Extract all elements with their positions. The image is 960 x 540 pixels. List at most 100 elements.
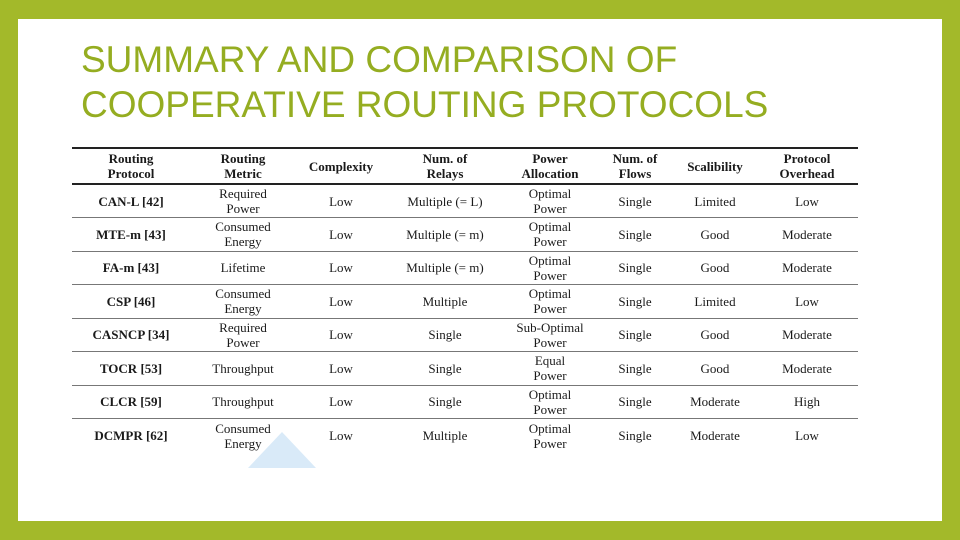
table-cell: Multiple (= m) — [386, 218, 504, 252]
table-cell: Multiple (= L) — [386, 184, 504, 218]
table-cell: Low — [296, 318, 386, 352]
cell-line: Multiple — [422, 293, 468, 309]
cell-line: Single — [618, 428, 652, 443]
cell-line: Limited — [694, 193, 736, 209]
cell-line: Low — [329, 360, 353, 376]
table-cell: Consumed Energy — [190, 419, 296, 453]
cell-line: Moderate — [782, 260, 832, 276]
cell-line: CLCR [59] — [100, 394, 162, 410]
table-cell: Lifetime — [190, 251, 296, 285]
comparison-table: Routing Protocol Routing Metric Complexity Nu… — [72, 147, 858, 452]
cell-line: Moderate — [782, 360, 832, 376]
cell-line: Optimal — [528, 286, 572, 302]
cell-line: Power — [533, 301, 567, 317]
table-body: CAN-L [42] Required Power Low Multiple (= L)… — [72, 184, 858, 452]
cell-line: Consumed — [215, 286, 271, 302]
table-cell: Optimal Power — [504, 385, 596, 419]
table-header: Routing Protocol Routing Metric Complexity Nu… — [72, 148, 858, 184]
cell-line: High — [794, 394, 820, 410]
cell-line: Good — [700, 360, 730, 376]
table-cell: Limited — [674, 184, 756, 218]
table-cell: Good — [674, 352, 756, 386]
protocol-name-cell: DCMPR [62] — [72, 419, 190, 453]
table-cell: Optimal Power — [504, 251, 596, 285]
cell-line: MTE-m [43] — [96, 226, 166, 242]
cell-line: Single — [618, 226, 652, 242]
cell-line: Single — [428, 360, 462, 376]
protocol-name-cell: FA-m [43] — [72, 251, 190, 285]
cell-line: Low — [795, 428, 819, 443]
cell-line: Optimal — [528, 386, 572, 402]
cell-line: Power — [533, 435, 567, 451]
protocol-name-cell: CASNCP [34] — [72, 318, 190, 352]
column-header-line: Overhead — [779, 166, 835, 181]
slide-title: SUMMARY AND COMPARISON OF COOPERATIVE RO… — [81, 37, 881, 127]
table-cell: Single — [596, 251, 674, 285]
column-header-line: Metric — [224, 166, 262, 181]
column-header-line: Power — [532, 151, 568, 166]
table-cell: Single — [596, 385, 674, 419]
cell-line: Power — [533, 267, 567, 283]
cell-line: Single — [618, 327, 652, 343]
table-row: MTE-m [43] Consumed Energy Low Multiple (= m… — [72, 218, 858, 252]
table-cell: Multiple — [386, 285, 504, 319]
column-header-line: Flows — [618, 166, 652, 181]
column-header-line: Routing — [220, 151, 266, 166]
table-cell: Single — [596, 352, 674, 386]
table-cell: Optimal Power — [504, 419, 596, 453]
table-cell: Throughput — [190, 385, 296, 419]
table-row: CLCR [59] Throughput Low Single Optimal Power… — [72, 385, 858, 419]
table-row: CAN-L [42] Required Power Low Multiple (= L)… — [72, 184, 858, 218]
table-cell: Moderate — [674, 419, 756, 453]
slide-title-line-1: SUMMARY AND COMPARISON OF — [81, 39, 678, 80]
table-cell: Low — [756, 184, 858, 218]
table-cell: Low — [296, 184, 386, 218]
cell-line: Optimal — [528, 252, 572, 268]
cell-line: Throughput — [212, 394, 274, 410]
cell-line: Single — [618, 193, 652, 209]
slide-canvas — [18, 19, 942, 521]
cell-line: Low — [795, 293, 819, 309]
table-cell: High — [756, 385, 858, 419]
column-header-line: Num. of — [612, 151, 658, 166]
cell-line: Single — [428, 394, 462, 410]
cell-line: TOCR [53] — [99, 360, 163, 376]
cell-line: Low — [795, 193, 819, 209]
table-cell: Low — [296, 285, 386, 319]
column-header: Protocol Overhead — [756, 148, 858, 184]
table-cell: Single — [596, 218, 674, 252]
table-cell: Optimal Power — [504, 285, 596, 319]
table-cell: Consumed Energy — [190, 285, 296, 319]
cell-line: CAN-L [42] — [98, 193, 164, 209]
comparison-table-wrapper: Routing Protocol Routing Metric Complexity Nu… — [72, 147, 858, 452]
cell-line: Power — [533, 401, 567, 417]
cell-line: Low — [329, 327, 353, 343]
cell-line: Throughput — [212, 360, 274, 376]
table-row: CASNCP [34] Required Power Low Single Sub-Opt… — [72, 318, 858, 352]
table-cell: Limited — [674, 285, 756, 319]
cell-line: Moderate — [782, 226, 832, 242]
column-header-line: Protocol — [107, 166, 155, 181]
table-cell: Good — [674, 218, 756, 252]
header-row: Routing Protocol Routing Metric Complexity Nu… — [72, 148, 858, 184]
watermark-logo-icon — [248, 432, 316, 468]
table-cell: Multiple (= m) — [386, 251, 504, 285]
table-cell: Multiple — [386, 419, 504, 453]
column-header: Scalibility — [674, 148, 756, 184]
cell-line: Moderate — [690, 394, 740, 410]
cell-line: Power — [533, 334, 567, 350]
table-cell: Moderate — [756, 352, 858, 386]
table-cell: Low — [296, 419, 386, 453]
table-cell: Moderate — [756, 251, 858, 285]
cell-line: Single — [428, 327, 462, 343]
cell-line: Limited — [694, 293, 736, 309]
cell-line: Low — [329, 428, 353, 443]
cell-line: Power — [533, 368, 567, 384]
protocol-name-cell: CLCR [59] — [72, 385, 190, 419]
cell-line: Multiple (= m) — [406, 226, 484, 242]
cell-line: FA-m [43] — [102, 260, 160, 276]
cell-line: Required — [219, 319, 267, 335]
table-cell: Low — [296, 218, 386, 252]
table-cell: Low — [756, 419, 858, 453]
cell-line: Good — [700, 226, 730, 242]
